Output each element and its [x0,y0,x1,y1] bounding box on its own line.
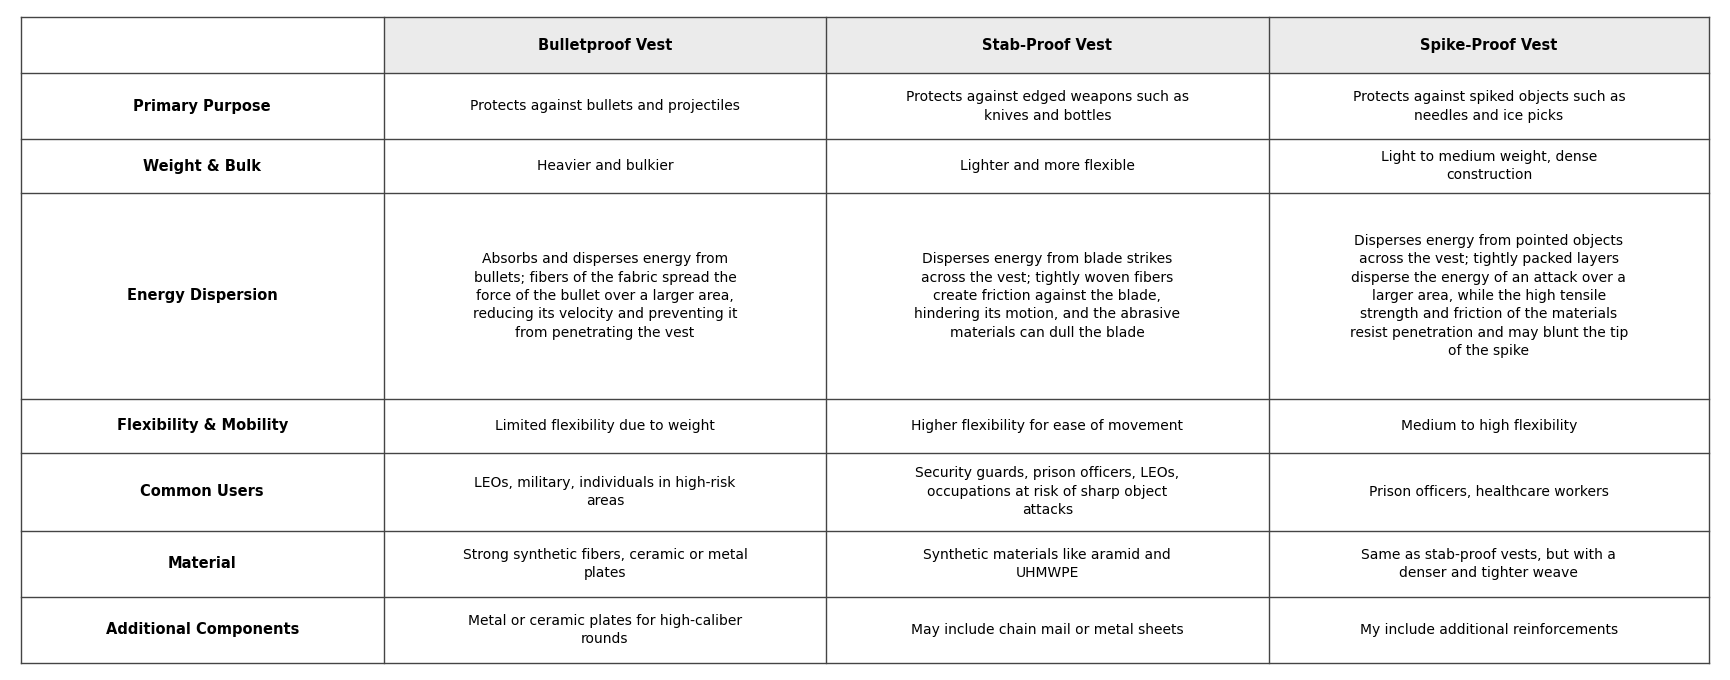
Text: Metal or ceramic plates for high-caliber
rounds: Metal or ceramic plates for high-caliber… [467,614,742,646]
Bar [384,193,827,398]
Text: Prison officers, healthcare workers: Prison officers, healthcare workers [1368,485,1609,498]
Text: Security guards, prison officers, LEOs,
occupations at risk of sharp object
atta: Security guards, prison officers, LEOs, … [915,466,1180,517]
Text: Additional Components: Additional Components [106,622,299,637]
Bar [21,193,384,398]
Text: May include chain mail or metal sheets: May include chain mail or metal sheets [912,623,1183,637]
Bar [1268,17,1709,73]
Text: Stab-Proof Vest: Stab-Proof Vest [983,37,1112,52]
Text: Synthetic materials like aramid and
UHMWPE: Synthetic materials like aramid and UHMW… [924,547,1171,580]
Bar [827,139,1268,193]
Bar [1268,73,1709,139]
Bar [827,531,1268,597]
Bar [21,597,384,663]
Text: Light to medium weight, dense
construction: Light to medium weight, dense constructi… [1381,150,1597,182]
Bar [1268,398,1709,453]
Bar [827,17,1268,73]
Bar [827,73,1268,139]
Text: Bulletproof Vest: Bulletproof Vest [538,37,673,52]
Bar [1268,453,1709,531]
Text: Disperses energy from blade strikes
across the vest; tightly woven fibers
create: Disperses energy from blade strikes acro… [915,252,1180,340]
Text: Strong synthetic fibers, ceramic or metal
plates: Strong synthetic fibers, ceramic or meta… [462,547,747,580]
Text: Common Users: Common Users [140,484,265,499]
Bar [21,398,384,453]
Bar [384,17,827,73]
Text: Energy Dispersion: Energy Dispersion [126,288,277,303]
Text: Limited flexibility due to weight: Limited flexibility due to weight [495,419,714,432]
Bar [384,398,827,453]
Bar [1268,531,1709,597]
Bar [827,453,1268,531]
Text: Material: Material [168,556,237,571]
Text: Primary Purpose: Primary Purpose [133,99,272,114]
Text: Disperses energy from pointed objects
across the vest; tightly packed layers
dis: Disperses energy from pointed objects ac… [1349,234,1628,358]
Bar [21,17,384,73]
Text: Spike-Proof Vest: Spike-Proof Vest [1420,37,1557,52]
Text: My include additional reinforcements: My include additional reinforcements [1360,623,1618,637]
Bar [384,73,827,139]
Bar [21,531,384,597]
Bar [827,193,1268,398]
Bar [827,597,1268,663]
Bar [384,139,827,193]
Bar [384,453,827,531]
Text: Protects against bullets and projectiles: Protects against bullets and projectiles [471,99,740,114]
Bar [21,453,384,531]
Text: Lighter and more flexible: Lighter and more flexible [960,159,1135,173]
Text: Same as stab-proof vests, but with a
denser and tighter weave: Same as stab-proof vests, but with a den… [1362,547,1616,580]
Text: Protects against spiked objects such as
needles and ice picks: Protects against spiked objects such as … [1353,90,1624,122]
Bar [21,73,384,139]
Bar [1268,193,1709,398]
Text: Higher flexibility for ease of movement: Higher flexibility for ease of movement [912,419,1183,432]
Bar [384,597,827,663]
Bar [21,139,384,193]
Bar [1268,139,1709,193]
Bar [384,531,827,597]
Text: Heavier and bulkier: Heavier and bulkier [536,159,673,173]
Text: LEOs, military, individuals in high-risk
areas: LEOs, military, individuals in high-risk… [474,475,735,508]
Text: Flexibility & Mobility: Flexibility & Mobility [116,418,287,433]
Text: Medium to high flexibility: Medium to high flexibility [1401,419,1578,432]
Bar [827,398,1268,453]
Text: Weight & Bulk: Weight & Bulk [144,158,261,174]
Text: Absorbs and disperses energy from
bullets; fibers of the fabric spread the
force: Absorbs and disperses energy from bullet… [472,252,737,340]
Bar [1268,597,1709,663]
Text: Protects against edged weapons such as
knives and bottles: Protects against edged weapons such as k… [907,90,1189,122]
